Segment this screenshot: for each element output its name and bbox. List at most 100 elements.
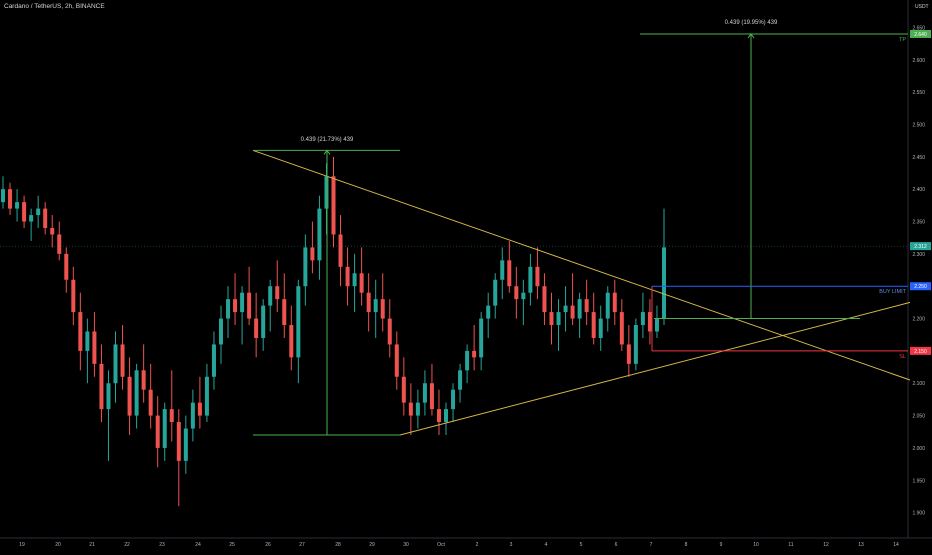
candle-body: [444, 409, 449, 423]
price-label-text: 2.312: [914, 244, 927, 250]
y-tick-label: 1.950: [912, 478, 925, 484]
candle-body: [218, 318, 223, 345]
x-tick-label: 20: [55, 542, 61, 548]
candle-body: [183, 428, 188, 461]
candle-body: [71, 279, 76, 313]
candle-body: [43, 208, 48, 229]
y-tick-label: 2.600: [912, 58, 925, 64]
x-tick-label: 5: [580, 542, 583, 548]
x-tick-label: 9: [720, 542, 723, 548]
candle-body: [36, 208, 41, 216]
candle-body: [633, 325, 638, 364]
candle-body: [282, 299, 287, 326]
x-tick-label: 26: [265, 542, 271, 548]
candle-body: [500, 260, 505, 280]
candle-body: [50, 228, 55, 235]
x-tick-label: 4: [545, 542, 548, 548]
candle-body: [514, 286, 519, 300]
candle-body: [190, 402, 195, 429]
candle-body: [647, 312, 652, 332]
currency-label: USDT: [915, 4, 929, 10]
candle-body: [472, 350, 477, 358]
price-label-badge: [910, 282, 931, 291]
candle-body: [204, 376, 209, 416]
symbol-title: Cardano / TetherUS, 2h, BINANCE: [4, 3, 105, 10]
candle-body: [598, 318, 603, 338]
candle-body: [211, 344, 216, 377]
x-tick-label: 13: [858, 542, 864, 548]
measure-label: 0.439 (21.73%) 439: [301, 137, 354, 143]
candle-body: [626, 344, 631, 364]
candle-body: [535, 266, 540, 287]
y-tick-label: 2.550: [912, 90, 925, 96]
y-tick-label: 2.000: [912, 446, 925, 452]
y-tick-label: 2.200: [912, 317, 925, 323]
candle-body: [113, 344, 118, 384]
candle-body: [233, 299, 238, 313]
x-tick-label: 23: [159, 542, 165, 548]
candle-body: [1, 189, 5, 203]
y-tick-label: 2.100: [912, 381, 925, 387]
candle-body: [22, 202, 27, 222]
candle-body: [8, 189, 13, 209]
candle-body: [542, 286, 547, 313]
candle-body: [662, 247, 666, 319]
candle-body: [254, 318, 259, 338]
candle-body: [359, 273, 364, 293]
y-tick-label: 1.900: [912, 511, 925, 517]
x-tick-label: 10: [753, 542, 759, 548]
x-tick-label: 6: [615, 542, 618, 548]
x-tick-label: 19: [19, 542, 25, 548]
candle-body: [148, 389, 153, 416]
candle-body: [528, 266, 533, 293]
x-tick-label: 14: [893, 542, 899, 548]
candle-body: [373, 299, 378, 313]
candle-body: [29, 215, 34, 222]
x-tick-label: 30: [403, 542, 409, 548]
candle-body: [458, 370, 463, 390]
y-tick-label: 2.300: [912, 252, 925, 258]
candle-body: [162, 409, 167, 448]
candle-body: [401, 376, 406, 403]
candle-body: [619, 312, 624, 345]
candle-body: [415, 402, 420, 416]
candle-body: [479, 318, 484, 358]
candle-body: [99, 363, 104, 410]
candle-body: [78, 312, 83, 351]
candle-body: [324, 176, 329, 209]
candle-body: [654, 318, 659, 332]
y-tick-label: 2.400: [912, 187, 925, 193]
price-label-text: 2.250: [914, 284, 927, 290]
x-tick-label: 24: [195, 542, 201, 548]
candle-body: [226, 299, 231, 319]
x-tick-label: 29: [369, 542, 375, 548]
y-tick-label: 2.050: [912, 414, 925, 420]
candle-body: [591, 312, 596, 338]
candle-body: [64, 253, 69, 280]
candle-body: [408, 402, 413, 416]
lower-trendline: [399, 301, 911, 436]
candle-body: [563, 305, 568, 313]
x-tick-label: 28: [335, 542, 341, 548]
sl-label: SL: [899, 354, 906, 360]
price-label-badge: [910, 29, 931, 38]
candle-body: [92, 331, 97, 364]
candle-body: [486, 305, 491, 319]
candle-body: [338, 234, 343, 267]
candle-body: [247, 292, 252, 319]
candle-body: [268, 286, 273, 306]
candle-body: [197, 402, 202, 416]
candle-body: [584, 299, 589, 313]
candle-body: [640, 312, 645, 326]
candle-body: [155, 415, 160, 448]
candle-body: [436, 409, 441, 423]
candle-body: [141, 370, 146, 390]
x-tick-label: 22: [124, 542, 130, 548]
x-tick-label: 3: [510, 542, 513, 548]
candle-body: [380, 299, 385, 319]
price-label-text: 2.640: [914, 32, 927, 38]
candle-body: [394, 344, 399, 377]
x-tick-label: 27: [299, 542, 305, 548]
